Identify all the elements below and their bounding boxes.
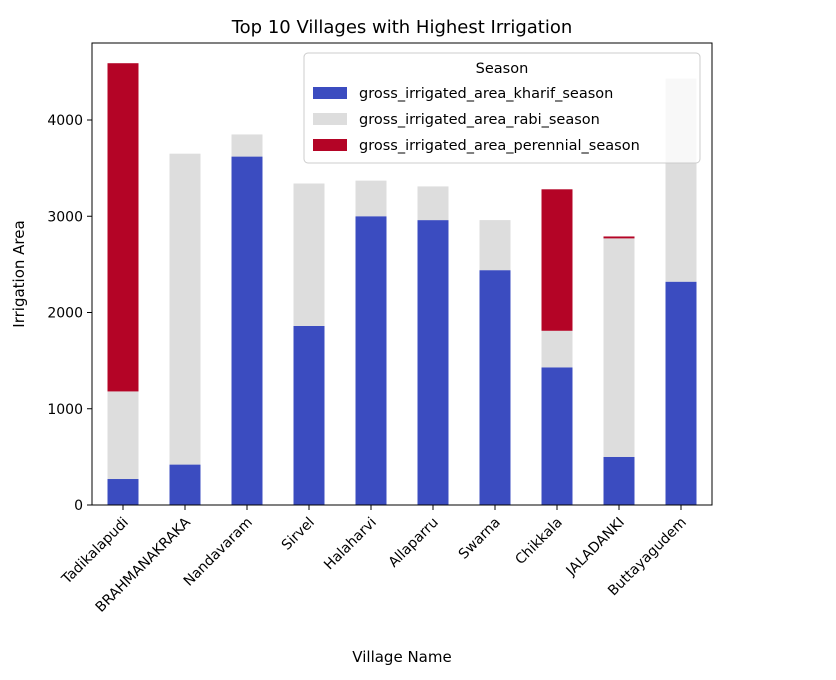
bar-halaharvi-gross-irrigated-area-rabi-season — [355, 180, 387, 217]
y-tick-label: 2000 — [47, 306, 83, 322]
bar-halaharvi-gross-irrigated-area-kharif-season — [355, 216, 387, 505]
bar-sirvel-gross-irrigated-area-kharif-season — [293, 325, 325, 505]
bar-buttayagudem-gross-irrigated-area-kharif-season — [665, 281, 697, 505]
x-tick-label: Chikkala — [512, 515, 565, 568]
bar-tadikalapudi-gross-irrigated-area-perennial-season — [107, 63, 139, 392]
bar-chikkala-gross-irrigated-area-kharif-season — [541, 367, 573, 505]
bar-nandavaram-gross-irrigated-area-kharif-season — [231, 156, 263, 505]
x-tick-label: JALADANKI — [563, 515, 628, 580]
bar-jaladanki-gross-irrigated-area-rabi-season — [603, 238, 635, 457]
y-tick-label: 0 — [74, 498, 83, 514]
legend-swatch — [313, 87, 347, 99]
chart-title: Top 10 Villages with Highest Irrigation — [231, 17, 573, 38]
x-tick-label: Allaparru — [386, 515, 442, 571]
bar-allaparru-gross-irrigated-area-rabi-season — [417, 186, 449, 221]
bar-chikkala-gross-irrigated-area-perennial-season — [541, 189, 573, 331]
legend: Season gross_irrigated_area_kharif_seaso… — [303, 52, 701, 164]
y-axis-label: Irrigation Area — [10, 220, 28, 327]
bars-layer — [107, 63, 697, 505]
legend-entries: gross_irrigated_area_kharif_season gross_… — [313, 86, 640, 154]
legend-label: gross_irrigated_area_perennial_season — [359, 138, 640, 154]
bar-allaparru-gross-irrigated-area-kharif-season — [417, 220, 449, 505]
y-tick-label: 1000 — [47, 402, 83, 418]
bar-swarna-gross-irrigated-area-kharif-season — [479, 270, 511, 505]
bar-tadikalapudi-gross-irrigated-area-kharif-season — [107, 479, 139, 505]
bar-chikkala-gross-irrigated-area-rabi-season — [541, 330, 573, 368]
bar-tadikalapudi-gross-irrigated-area-rabi-season — [107, 391, 139, 480]
y-tick-label: 4000 — [47, 113, 83, 129]
x-axis-label: Village Name — [352, 648, 451, 666]
plot-frame — [91, 42, 713, 506]
bar-jaladanki-gross-irrigated-area-perennial-season — [603, 236, 635, 239]
y-tick-label: 3000 — [47, 209, 83, 225]
x-tick-label: Swarna — [456, 515, 504, 563]
bar-nandavaram-gross-irrigated-area-rabi-season — [231, 134, 263, 157]
legend-swatch — [313, 139, 347, 151]
bar-jaladanki-gross-irrigated-area-kharif-season — [603, 456, 635, 505]
bar-swarna-gross-irrigated-area-rabi-season — [479, 220, 511, 271]
bar-sirvel-gross-irrigated-area-rabi-season — [293, 183, 325, 326]
legend-label: gross_irrigated_area_rabi_season — [359, 112, 600, 128]
x-tick-label: Sirvel — [279, 515, 318, 554]
bar-brahmanakraka-gross-irrigated-area-rabi-season — [169, 153, 201, 465]
legend-box — [303, 52, 701, 164]
bar-brahmanakraka-gross-irrigated-area-kharif-season — [169, 464, 201, 505]
legend-label: gross_irrigated_area_kharif_season — [359, 86, 613, 102]
legend-swatch — [313, 113, 347, 125]
x-tick-label: Halaharvi — [321, 515, 380, 574]
y-axis: 0 1000 2000 3000 4000 — [47, 113, 92, 514]
legend-title: Season — [476, 61, 529, 77]
